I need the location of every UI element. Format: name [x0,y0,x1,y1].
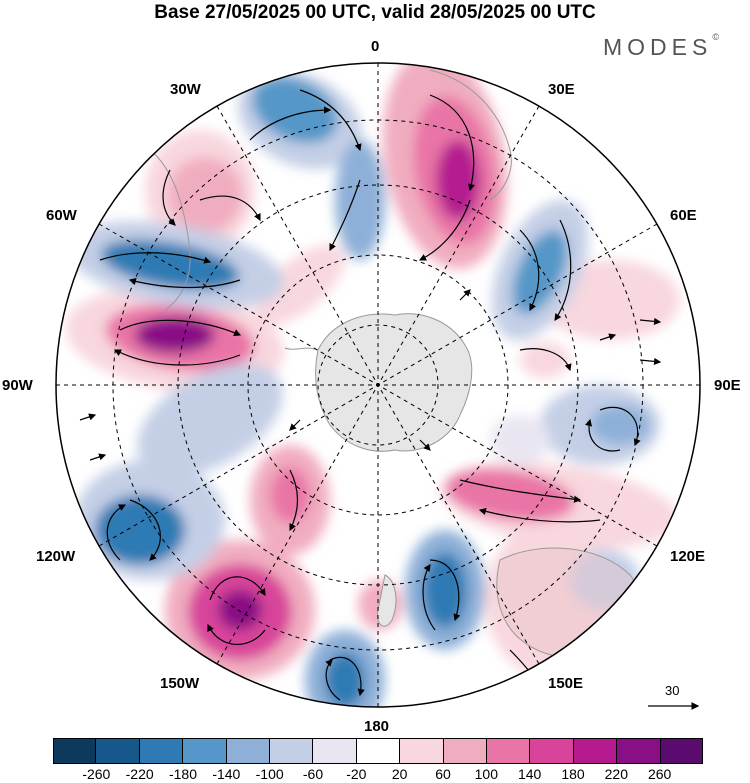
colorbar-cell [53,738,97,764]
colorbar-tick-label: -100 [255,766,284,782]
polar-map [55,62,701,710]
anomaly-blobs [65,63,680,707]
colorbar-cell [530,738,574,764]
lon-label-90e: 90E [714,377,741,394]
colorbar-tick-label: -220 [125,766,154,782]
lon-label-90w: 90W [2,377,33,394]
anomaly-field [56,63,700,707]
colorbar-cell [443,738,488,764]
lon-label-150w: 150W [160,675,200,692]
lon-label-30e: 30E [548,81,575,98]
colorbar-tick-label: 100 [474,766,499,782]
colorbar-tick-label: 140 [517,766,542,782]
lon-label-150e: 150E [548,675,584,692]
lon-label-180: 180 [364,718,390,735]
modes-logo: MODES© [603,32,719,61]
colorbar-cell [660,738,704,764]
graticule [56,63,700,707]
chart-title: Base 27/05/2025 00 UTC, valid 28/05/2025… [154,2,596,23]
colorbar-tick-label: -140 [212,766,241,782]
map-boundary [55,62,701,708]
brand-mark: © [712,32,719,42]
lon-label-120e: 120E [670,548,706,565]
colorbar-tick-label: 180 [561,766,585,782]
africa [429,69,512,201]
colorbar-cell [96,738,140,764]
colorbar-tick-label: -20 [346,766,367,782]
colorbar-tick-label: 220 [604,766,629,782]
colorbar-cell [226,738,271,764]
colorbar-cell [400,738,444,764]
lon-label-30w: 30W [170,81,201,98]
colorbar-cell [617,738,661,764]
colorbar-cell [313,738,357,764]
south-america [149,149,191,311]
colorbar-tick-label: -260 [82,766,111,782]
colorbar-cell [270,738,314,764]
reference-vector-label: 30 [665,683,680,698]
colorbar [53,738,704,764]
colorbar-tick-label: -180 [168,766,198,782]
colorbar-cell [573,738,618,764]
lon-label-0: 0 [371,38,380,55]
colorbar-cell [183,738,227,764]
colorbar-tick-label: -60 [302,766,324,782]
colorbar-tick-label: 260 [647,766,672,782]
lon-label-120w: 120W [36,548,76,565]
brand-name: MODES [603,34,713,60]
colorbar-tick-label: 20 [391,766,408,782]
colorbar-cell [139,738,184,764]
colorbar-cell [356,738,401,764]
lon-label-60e: 60E [670,207,697,224]
colorbar-cell [487,738,531,764]
lon-label-60w: 60W [46,207,77,224]
colorbar-tick-label: 60 [435,766,451,782]
